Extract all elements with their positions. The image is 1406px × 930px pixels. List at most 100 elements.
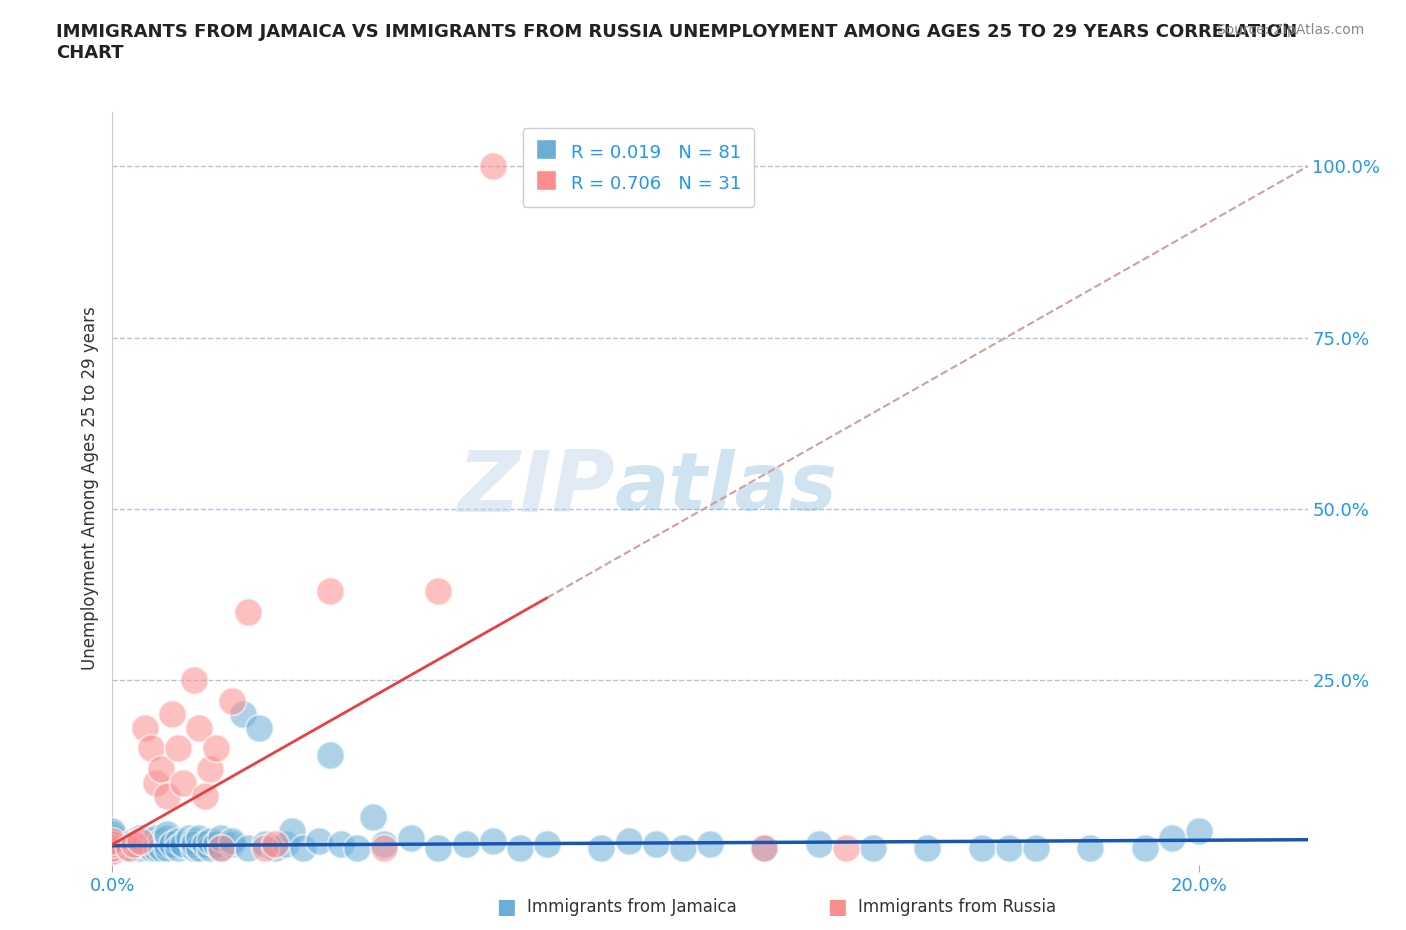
Point	[188, 721, 211, 736]
Point	[150, 833, 173, 848]
Point	[128, 837, 150, 852]
Point	[232, 707, 254, 722]
Point	[188, 830, 211, 845]
Point	[319, 748, 342, 763]
Point	[917, 841, 939, 856]
Point	[264, 841, 287, 856]
Point	[264, 837, 287, 852]
Point	[162, 707, 183, 722]
Point	[101, 833, 124, 848]
Point	[166, 841, 188, 856]
Point	[209, 830, 232, 845]
Point	[188, 841, 211, 856]
Point	[200, 762, 222, 777]
Point	[101, 841, 124, 856]
Point	[1078, 841, 1101, 856]
Point	[172, 837, 194, 852]
Text: ZIP: ZIP	[457, 446, 614, 530]
Point	[238, 604, 260, 619]
Point	[139, 741, 162, 756]
Point	[644, 837, 666, 852]
Point	[281, 823, 304, 838]
Point	[373, 837, 395, 852]
Point	[156, 830, 179, 845]
Point	[145, 841, 167, 856]
Point	[970, 841, 993, 856]
Point	[454, 837, 477, 852]
Point	[209, 841, 232, 856]
Text: ■: ■	[827, 897, 846, 917]
Point	[319, 583, 342, 598]
Point	[145, 837, 167, 852]
Point	[101, 837, 124, 852]
Point	[156, 837, 179, 852]
Point	[183, 833, 205, 848]
Point	[122, 837, 145, 852]
Point	[308, 833, 330, 848]
Point	[183, 841, 205, 856]
Point	[134, 721, 156, 736]
Point	[101, 841, 124, 856]
Point	[156, 789, 179, 804]
Point	[1188, 823, 1211, 838]
Point	[862, 841, 884, 856]
Point	[1160, 830, 1182, 845]
Point	[329, 837, 352, 852]
Point	[221, 693, 243, 708]
Point	[200, 833, 222, 848]
Point	[373, 841, 395, 856]
Point	[139, 833, 162, 848]
Text: atlas: atlas	[614, 449, 837, 527]
Point	[276, 837, 298, 852]
Point	[1025, 841, 1047, 856]
Point	[128, 830, 150, 845]
Point	[101, 833, 124, 848]
Point	[139, 841, 162, 856]
Point	[183, 837, 205, 852]
Point	[401, 830, 423, 845]
Point	[150, 841, 173, 856]
Point	[101, 827, 124, 842]
Point	[253, 841, 276, 856]
Legend: R = 0.019   N = 81, R = 0.706   N = 31: R = 0.019 N = 81, R = 0.706 N = 31	[523, 128, 754, 206]
Point	[162, 837, 183, 852]
Point	[156, 827, 179, 842]
Point	[156, 841, 179, 856]
Point	[754, 841, 776, 856]
Point	[536, 837, 558, 852]
Point	[221, 833, 243, 848]
Point	[194, 837, 217, 852]
Point	[145, 776, 167, 790]
Point	[118, 841, 141, 856]
Point	[183, 672, 205, 687]
Point	[617, 833, 640, 848]
Point	[361, 809, 384, 824]
Point	[247, 721, 270, 736]
Point	[427, 583, 450, 598]
Point	[118, 841, 141, 856]
Point	[591, 841, 613, 856]
Text: ■: ■	[496, 897, 516, 917]
Point	[509, 841, 531, 856]
Point	[291, 841, 314, 856]
Point	[672, 841, 695, 856]
Point	[101, 837, 124, 852]
Point	[346, 841, 368, 856]
Point	[122, 833, 145, 848]
Point	[481, 833, 503, 848]
Point	[209, 841, 232, 856]
Point	[166, 741, 188, 756]
Y-axis label: Unemployment Among Ages 25 to 29 years: Unemployment Among Ages 25 to 29 years	[80, 306, 98, 671]
Text: Immigrants from Russia: Immigrants from Russia	[858, 897, 1056, 916]
Point	[128, 833, 150, 848]
Point	[998, 841, 1021, 856]
Point	[1133, 841, 1156, 856]
Point	[101, 823, 124, 838]
Text: Immigrants from Jamaica: Immigrants from Jamaica	[527, 897, 737, 916]
Point	[427, 841, 450, 856]
Point	[194, 789, 217, 804]
Point	[177, 830, 200, 845]
Point	[134, 837, 156, 852]
Text: Source: ZipAtlas.com: Source: ZipAtlas.com	[1216, 23, 1364, 37]
Point	[754, 841, 776, 856]
